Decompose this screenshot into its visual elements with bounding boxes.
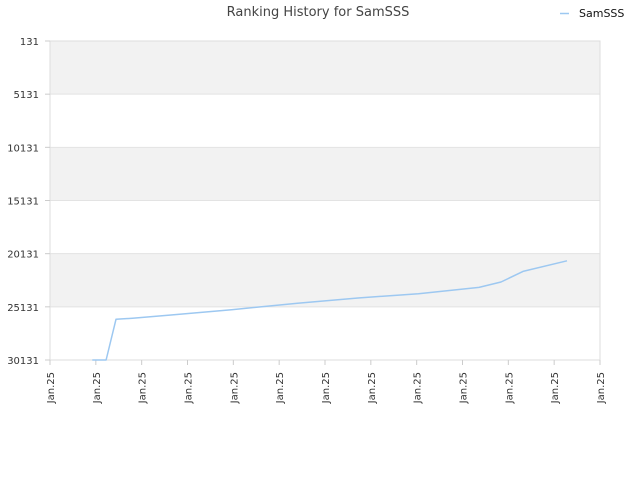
x-tick-label: Jan.25 [92,372,103,404]
y-tick-label: 10131 [7,143,39,154]
y-tick-label: 25131 [7,303,39,314]
series-line-samsss[interactable] [92,260,568,361]
y-tick-label: 30131 [7,356,39,367]
plot-bands [50,41,600,307]
x-tick-label: Jan.25 [367,372,378,404]
x-axis: Jan.25 Jan.25 Jan.25 Jan.25 Jan.25 Jan.25 Jan.… [46,360,607,404]
x-tick-label: Jan.25 [275,372,286,404]
y-tick-label: 20131 [7,250,39,261]
y-axis: 131 5131 10131 15131 20131 25131 30131 [7,37,50,367]
x-tick-label: Jan.25 [596,372,607,404]
x-tick-label: Jan.25 [459,372,470,404]
x-tick-label: Jan.25 [504,372,515,404]
chart-title: Ranking History for SamSSS [227,5,410,20]
x-tick-label: Jan.25 [321,372,332,404]
x-tick-label: Jan.25 [46,372,57,404]
plot-band [50,253,600,307]
y-tick-label: 15131 [7,197,39,208]
x-tick-label: Jan.25 [229,372,240,404]
x-tick-label: Jan.25 [413,372,424,404]
x-tick-label: Jan.25 [550,372,561,404]
x-tick-label: Jan.25 [138,372,149,404]
plot-band [50,41,600,95]
y-tick-label: 5131 [14,90,39,101]
plot-band [50,147,600,201]
x-tick-label: Jan.25 [184,372,195,404]
legend-label: SamSSS [579,7,624,20]
y-tick-label: 131 [20,37,39,48]
series-group [92,260,568,361]
legend[interactable]: SamSSS [560,7,624,20]
